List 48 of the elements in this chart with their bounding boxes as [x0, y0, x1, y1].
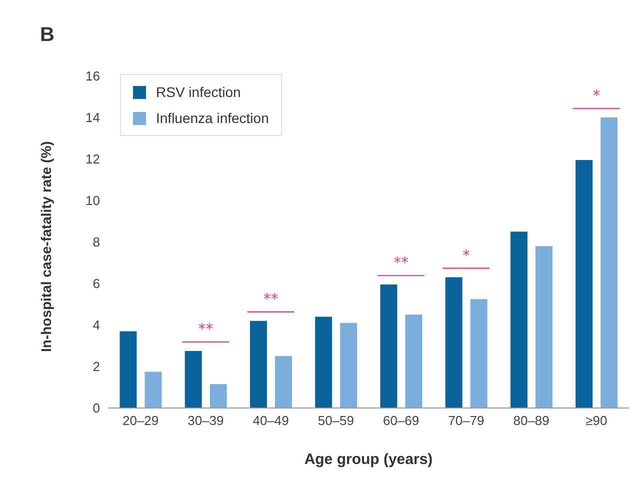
significance-bracket: ** — [378, 254, 424, 276]
significance-bracket: * — [573, 86, 620, 110]
bar — [510, 232, 528, 408]
y-tick-label: 2 — [92, 359, 100, 374]
bar — [600, 118, 618, 408]
bar — [576, 160, 593, 408]
x-tick-label: 50–59 — [318, 413, 354, 428]
bar — [380, 284, 398, 408]
x-tick-label: 40–49 — [252, 413, 289, 428]
bar — [535, 246, 552, 408]
x-tick-label: 30–39 — [188, 413, 224, 428]
bar — [250, 320, 267, 408]
annotation: * — [462, 246, 470, 264]
annotation: ** — [198, 320, 214, 338]
bar — [315, 316, 332, 408]
x-tick-label: 60–69 — [382, 413, 420, 428]
x-axis-title: Age group (years) — [304, 451, 433, 468]
significance-bracket: * — [442, 246, 490, 269]
y-tick-label: 0 — [92, 400, 100, 416]
legend-label: Influenza infection — [156, 109, 269, 128]
y-tick-label: 8 — [92, 234, 100, 250]
bar — [120, 331, 137, 408]
x-tick-label: 20–29 — [122, 413, 159, 428]
y-tick-label: 16 — [86, 68, 100, 84]
bar — [210, 384, 227, 408]
bar — [445, 277, 462, 408]
annotation: * — [592, 86, 601, 104]
bar — [340, 322, 358, 408]
bar — [405, 314, 422, 408]
chart-title: B — [40, 24, 54, 47]
annotation: ** — [263, 290, 279, 308]
x-tick-label: 70–79 — [448, 413, 484, 428]
y-tick-label: 4 — [92, 318, 100, 333]
bar — [144, 372, 162, 408]
y-tick-label: 10 — [86, 193, 100, 208]
significance-bracket: ** — [182, 320, 230, 343]
bar — [470, 299, 488, 408]
y-tick-label: 14 — [86, 110, 100, 126]
bar — [274, 356, 292, 408]
x-tick-label: 80–89 — [513, 413, 550, 428]
bar — [184, 350, 202, 408]
y-tick-label: 12 — [86, 152, 100, 167]
y-tick-label: 6 — [92, 276, 100, 292]
significance-bracket: ** — [247, 290, 294, 312]
y-axis-title: In-hospital case-fatality rate (%) — [38, 141, 54, 352]
annotation: ** — [394, 254, 410, 272]
x-tick-label: ≥90 — [586, 413, 608, 428]
legend-label: RSV infection — [156, 83, 241, 102]
